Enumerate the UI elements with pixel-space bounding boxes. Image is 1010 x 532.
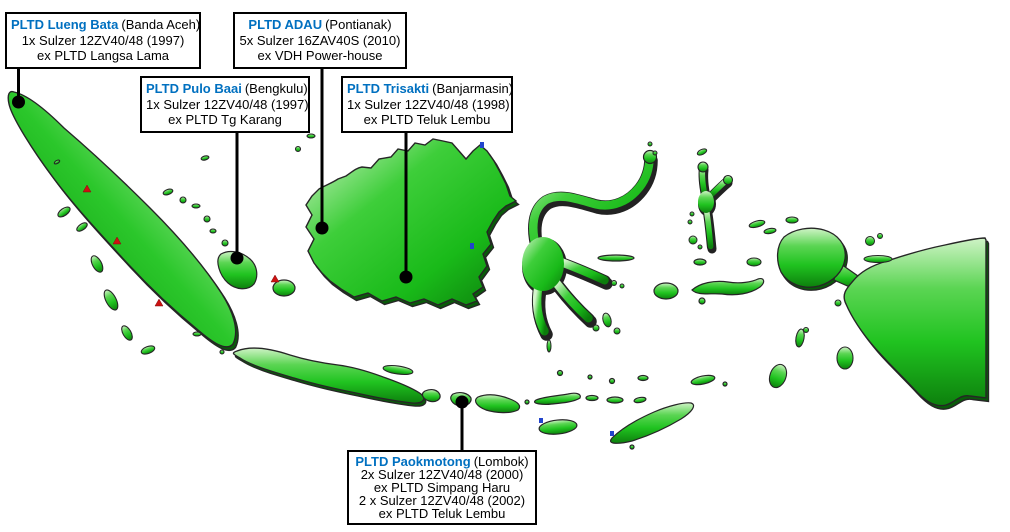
mentawai-islands bbox=[53, 159, 225, 355]
plant-location: (Pontianak) bbox=[325, 17, 392, 32]
callout-detail: 2x Sulzer 12ZV40/48 (2000) bbox=[360, 467, 524, 482]
plant-name: PLTD Trisakti bbox=[347, 81, 430, 96]
blue-square-markers bbox=[470, 142, 614, 436]
marker-trisakti bbox=[399, 270, 413, 284]
marker-adau bbox=[315, 221, 329, 235]
marker-lueng-bata bbox=[12, 95, 25, 109]
callout-detail: ex PLTD Simpang Haru bbox=[373, 480, 511, 495]
plant-name: PLTD Pulo Baai bbox=[146, 81, 242, 96]
sumbawa-island bbox=[474, 394, 521, 414]
raja-ampat-aru-islands bbox=[746, 216, 854, 389]
maluku-islands bbox=[597, 254, 765, 305]
callout-detail: 1x Sulzer 12ZV40/48 (1997) bbox=[146, 96, 309, 112]
flores-island bbox=[534, 392, 581, 405]
bangka-belitung-islands bbox=[217, 250, 296, 297]
java-island bbox=[232, 347, 427, 407]
callout-detail: ex VDH Power-house bbox=[257, 48, 383, 63]
riau-islands bbox=[162, 133, 316, 247]
red-triangle-markers bbox=[82, 184, 280, 307]
callout-detail: ex PLTD Teluk Lembu bbox=[378, 506, 506, 521]
callout-pltd-lueng-bata: PLTD Lueng Bata (Banda Aceh) 1x Sulzer 12… bbox=[5, 12, 201, 69]
callout-title: PLTD Trisakti (Banjarmasin) bbox=[347, 81, 513, 97]
callout-pltd-trisakti: PLTD Trisakti (Banjarmasin) 1x Sulzer 12Z… bbox=[341, 76, 513, 133]
callout-detail: 1x Sulzer 12ZV40/48 (1997) bbox=[21, 32, 185, 48]
plant-location: (Banjarmasin) bbox=[432, 81, 514, 96]
marker-paokmotong bbox=[455, 395, 469, 409]
papua-island bbox=[776, 227, 990, 410]
yapen-island bbox=[863, 255, 893, 263]
callout-title: PLTD Lueng Bata (Banda Aceh) bbox=[11, 17, 200, 33]
bali-island bbox=[421, 389, 441, 403]
callout-detail: ex PLTD Tg Karang bbox=[168, 112, 282, 127]
kalimantan-island bbox=[305, 138, 520, 310]
callout-detail: 5x Sulzer 16ZAV40S (2010) bbox=[239, 32, 401, 48]
callout-pltd-paokmotong: PLTD Paokmotong (Lombok) 2x Sulzer 12ZV40… bbox=[347, 450, 537, 525]
plant-location: (Bengkulu) bbox=[244, 81, 308, 96]
sulawesi-island bbox=[522, 141, 657, 353]
callout-pltd-pulo-baai: PLTD Pulo Baai (Bengkulu) 1x Sulzer 12ZV4… bbox=[140, 76, 310, 133]
callout-title: PLTD Pulo Baai (Bengkulu) bbox=[146, 81, 308, 97]
callout-title: PLTD ADAU (Pontianak) bbox=[239, 17, 401, 33]
plant-location: (Lombok) bbox=[473, 454, 529, 469]
lesser-sunda-islands bbox=[421, 369, 728, 450]
plant-name: PLTD ADAU bbox=[248, 17, 323, 32]
sumba-island bbox=[538, 419, 578, 435]
callout-detail: ex PLTD Teluk Lembu bbox=[363, 112, 491, 127]
timor-island bbox=[609, 402, 695, 444]
callout-detail: ex PLTD Langsa Lama bbox=[37, 48, 169, 63]
plant-location: (Banda Aceh) bbox=[121, 17, 201, 32]
biak-island bbox=[865, 236, 875, 246]
plant-name: PLTD Paokmotong bbox=[355, 454, 471, 469]
callout-connector-lines bbox=[17, 63, 464, 452]
callout-pltd-adau: PLTD ADAU (Pontianak) 5x Sulzer 16ZAV40S … bbox=[233, 12, 407, 69]
callout-detail: 1x Sulzer 12ZV40/48 (1998) bbox=[347, 96, 510, 112]
marker-pulo-baai bbox=[230, 251, 244, 265]
halmahera-island bbox=[687, 148, 734, 249]
location-marker-dots bbox=[12, 95, 469, 409]
madura-island bbox=[382, 364, 414, 376]
plant-name: PLTD Lueng Bata bbox=[11, 17, 119, 32]
callout-title: PLTD Paokmotong (Lombok) bbox=[353, 455, 531, 468]
callout-detail: 2 x Sulzer 12ZV40/48 (2002) bbox=[358, 493, 526, 508]
